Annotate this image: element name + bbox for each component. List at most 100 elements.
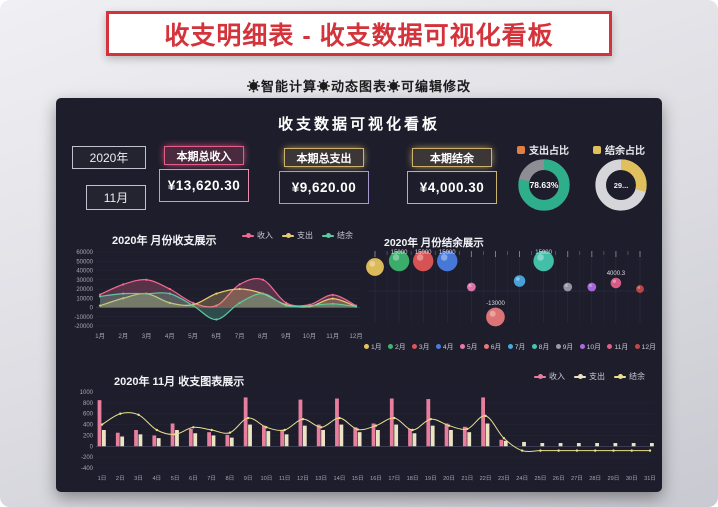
svg-text:25日: 25日 [534, 475, 546, 482]
svg-text:11月: 11月 [326, 332, 339, 340]
kpi-balance-value: ¥4,000.30 [407, 171, 497, 204]
svg-text:6月: 6月 [211, 332, 221, 340]
legend-label: 11月 [614, 344, 629, 351]
month-filter-label: 11月 [103, 191, 129, 205]
monthly-chart-title: 2020年 月份收支展示 [112, 235, 217, 247]
dashboard-panel: 收支数据可视化看板 2020年 11月 本期总收入 ¥13,620.30 本期总… [56, 98, 662, 492]
legend-label: 结余 [337, 231, 353, 240]
svg-text:4000.3: 4000.3 [607, 271, 626, 277]
svg-text:400: 400 [83, 423, 94, 429]
svg-text:9日: 9日 [244, 475, 253, 482]
legend-item: 6月 [483, 341, 502, 351]
svg-text:-20000: -20000 [74, 324, 93, 330]
balance-ratio-header: 结余占比 [593, 142, 645, 157]
svg-text:10日: 10日 [260, 475, 272, 482]
svg-text:3日: 3日 [134, 475, 143, 482]
legend-item: 7月 [507, 341, 525, 351]
daily-income-expense-bar-chart: 1000 800 600 400 200 0 -200 -400 1日 2日 3日 4日 5日 6日 7日 8… [80, 390, 656, 482]
expense-ratio-tag-icon [517, 145, 525, 154]
legend-marker-icon [534, 374, 546, 379]
legend-marker-icon [483, 343, 489, 349]
legend-label: 6月 [490, 344, 502, 351]
kpi-income-value: ¥13,620.30 [159, 169, 249, 202]
legend-item: 11月 [607, 341, 628, 351]
svg-text:27日: 27日 [571, 475, 583, 482]
year-filter[interactable]: 2020年 [72, 146, 146, 169]
svg-text:0: 0 [90, 306, 94, 312]
svg-text:5日: 5日 [171, 475, 180, 482]
svg-text:4月: 4月 [165, 332, 175, 340]
svg-text:-200: -200 [81, 455, 94, 461]
svg-text:16日: 16日 [370, 475, 382, 482]
legend-item: 结余 [322, 230, 353, 241]
svg-text:-10000: -10000 [74, 315, 93, 321]
svg-text:15000: 15000 [535, 250, 552, 256]
legend-item: 收入 [242, 230, 273, 241]
svg-text:800: 800 [83, 401, 94, 407]
legend-marker-icon [614, 374, 626, 379]
legend-marker-icon [387, 343, 393, 349]
legend-item: 支出 [282, 230, 313, 241]
legend-label: 5月 [466, 344, 478, 351]
expense-ratio-value: 78.63% [529, 180, 559, 190]
legend-marker-icon [282, 233, 294, 238]
legend-marker-icon [435, 343, 441, 349]
svg-text:-13000: -13000 [486, 301, 505, 307]
legend-label: 9月 [562, 344, 574, 351]
svg-text:60000: 60000 [76, 250, 93, 256]
svg-text:2月: 2月 [118, 332, 128, 340]
month-filter[interactable]: 11月 [86, 185, 146, 210]
svg-text:6日: 6日 [189, 475, 198, 482]
svg-text:18日: 18日 [407, 475, 419, 482]
legend-item: 9月 [555, 341, 574, 351]
svg-text:12月: 12月 [349, 332, 362, 340]
svg-text:2日: 2日 [116, 475, 125, 482]
svg-text:12日: 12日 [297, 475, 309, 482]
expense-ratio-label: 支出占比 [529, 146, 569, 157]
kpi-balance-label: 本期结余 [412, 148, 492, 167]
legend-label: 支出 [297, 231, 313, 240]
svg-text:8日: 8日 [226, 475, 235, 482]
svg-text:28日: 28日 [589, 475, 601, 482]
svg-text:3月: 3月 [142, 332, 152, 340]
legend-item: 10月 [579, 341, 601, 351]
legend-label: 2月 [394, 344, 406, 351]
legend-marker-icon [607, 343, 613, 349]
svg-text:10000: 10000 [76, 296, 93, 302]
legend-label: 支出 [589, 372, 605, 381]
legend-marker-icon [531, 343, 537, 349]
svg-text:-400: -400 [81, 466, 94, 472]
daily-chart-title: 2020年 11月 收支图表展示 [114, 376, 245, 388]
expense-ratio-donut-chart [518, 159, 570, 211]
svg-text:50000: 50000 [76, 259, 93, 265]
legend-item: 4月 [435, 341, 453, 351]
svg-text:19日: 19日 [425, 475, 437, 482]
svg-text:26日: 26日 [553, 475, 565, 482]
bubble-chart-legend: 1月 2月 3月 4月 5月 6月 7月 8月 9月 10月 11月 12月 [364, 341, 656, 351]
legend-marker-icon [411, 343, 417, 349]
legend-label: 10月 [586, 344, 601, 351]
legend-item: 支出 [574, 371, 605, 382]
legend-marker-icon [555, 343, 561, 349]
balance-ratio-value: 29... [613, 181, 629, 190]
svg-text:4日: 4日 [152, 475, 161, 482]
kpi-expense-value: ¥9,620.00 [279, 171, 369, 204]
kpi-income-label: 本期总收入 [164, 146, 244, 165]
svg-text:15日: 15日 [352, 475, 364, 482]
svg-text:1日: 1日 [98, 475, 107, 482]
balance-ratio-label: 结余占比 [605, 146, 645, 157]
svg-text:15000: 15000 [415, 250, 432, 256]
svg-text:30000: 30000 [76, 278, 93, 284]
legend-label: 结余 [629, 372, 645, 381]
monthly-income-expense-area-chart: 60000 50000 40000 30000 20000 10000 0 -10000 -20… [74, 250, 362, 340]
svg-text:9月: 9月 [281, 332, 291, 340]
svg-text:13日: 13日 [315, 475, 327, 482]
legend-label: 1月 [371, 344, 382, 351]
legend-marker-icon [579, 343, 585, 349]
daily-chart-legend: 收入 支出 结余 [534, 371, 645, 382]
legend-item: 收入 [534, 371, 565, 382]
banner-title: 收支明细表 - 收支数据可视化看板 [164, 21, 554, 50]
svg-text:15000: 15000 [391, 250, 408, 256]
expense-ratio-header: 支出占比 [517, 142, 569, 157]
